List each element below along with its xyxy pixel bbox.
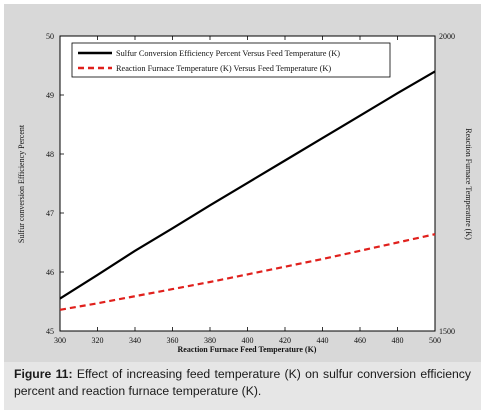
x-axis-label: Reaction Furnace Feed Temperature (K) [178, 345, 317, 354]
plot-area: 300 320 340 360 380 400 420 440 460 480 500 45 46 47… [4, 4, 481, 362]
y-left-tick-label: 47 [46, 209, 54, 218]
y-right-tick-label: 1500 [439, 327, 455, 336]
y-left-tick-label: 45 [46, 327, 54, 336]
y-left-tick-label: 50 [46, 32, 54, 41]
x-tick-label: 480 [392, 336, 404, 345]
x-tick-label: 340 [129, 336, 141, 345]
legend-box [71, 42, 391, 78]
series-line-sulfur-efficiency [59, 70, 436, 300]
y-left-tick-label: 48 [46, 150, 54, 159]
series-line-furnace-temperature [59, 233, 436, 311]
caption-text: Effect of increasing feed temperature (K… [14, 367, 471, 398]
legend-label-furnace: Reaction Furnace Temperature (K) Versus … [116, 64, 331, 73]
x-tick-label: 420 [279, 336, 291, 345]
series-group [59, 70, 436, 311]
caption-label: Figure 11: [14, 367, 73, 381]
figure-caption: Figure 11: Effect of increasing feed tem… [4, 362, 481, 410]
x-tick-label: 300 [54, 336, 66, 345]
x-tick-label: 380 [204, 336, 216, 345]
y-axis-left-label: Sulfur conversion Efficiency Percent [17, 124, 26, 243]
x-tick-label: 360 [167, 336, 179, 345]
x-tick-label: 500 [429, 336, 441, 345]
x-axis: 300 320 340 360 380 400 420 440 460 480 500 [54, 36, 441, 345]
x-tick-label: 400 [242, 336, 254, 345]
y-axis-right: 1500 2000 [431, 32, 455, 336]
legend-label-sulfur: Sulfur Conversion Efficiency Percent Ver… [116, 49, 340, 58]
legend: Sulfur Conversion Efficiency Percent Ver… [71, 42, 391, 78]
x-tick-label: 460 [354, 336, 366, 345]
chart: 300 320 340 360 380 400 420 440 460 480 500 45 46 47… [17, 32, 473, 354]
x-tick-label: 320 [92, 336, 104, 345]
y-axis-right-label: Reaction Furnace Temperature (K) [464, 128, 473, 240]
y-left-tick-label: 46 [46, 268, 54, 277]
y-left-tick-label: 49 [46, 91, 54, 100]
y-right-tick-label: 2000 [439, 32, 455, 41]
y-axis-left: 45 46 47 48 49 50 [46, 32, 64, 336]
x-tick-label: 440 [317, 336, 329, 345]
